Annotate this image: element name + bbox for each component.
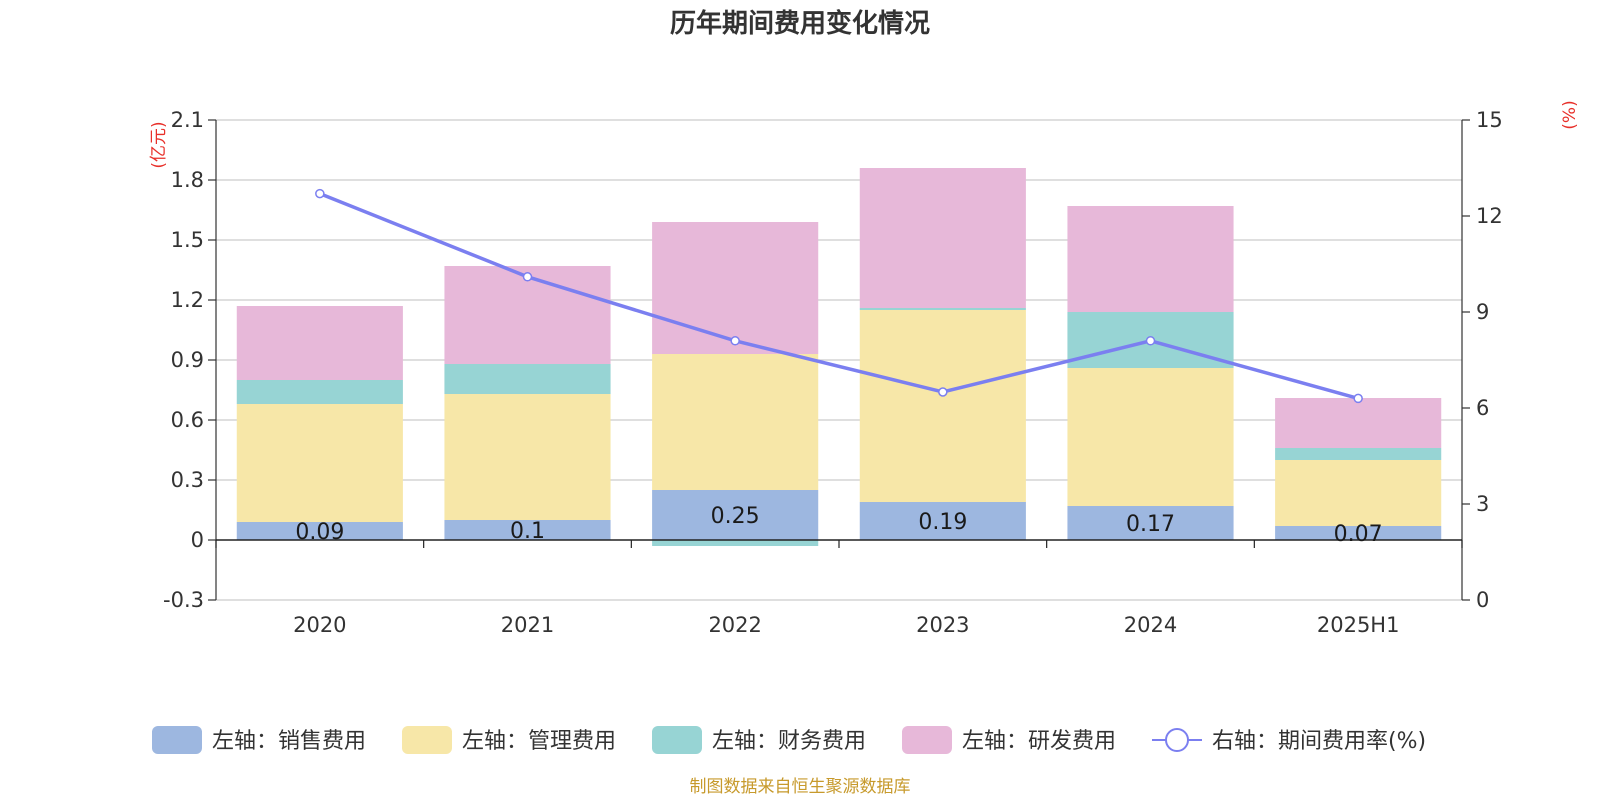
- data-label: 0.17: [1126, 512, 1175, 537]
- line-series: [315, 188, 1363, 404]
- x-tick-label: 2022: [708, 613, 761, 637]
- bar-2020-s2: [236, 380, 403, 404]
- line-point: [730, 336, 740, 346]
- bar-2025H1-s3: [1275, 398, 1442, 448]
- x-tick-label: 2020: [293, 613, 346, 637]
- data-label: 0.1: [510, 519, 545, 544]
- x-tick-label: 2025H1: [1317, 613, 1400, 637]
- legend-label: 左轴：销售费用: [212, 729, 366, 754]
- bar-2021-s1: [444, 394, 611, 520]
- bar-series: [236, 168, 1442, 546]
- line-point: [1145, 336, 1156, 346]
- line-rate: [319, 191, 1359, 401]
- bar-2024-s1: [1067, 368, 1234, 506]
- legend-label: 右轴：期间费用率(%): [1212, 729, 1426, 754]
- right-tick-label: 12: [1476, 204, 1503, 228]
- bar-2023-s0: [859, 502, 1026, 540]
- bar-2020-s0: [236, 522, 403, 540]
- legend-label: 左轴：财务费用: [712, 729, 866, 754]
- right-tick-label: 6: [1476, 396, 1489, 420]
- axes: 2.1 1.8 1.5 1.2 0.9 0.6 0.3 0 -0.3 15 12 9 6 3 0 2020 20…: [163, 108, 1503, 637]
- right-tick-label: 15: [1476, 108, 1503, 132]
- line-point: [938, 387, 948, 397]
- x-tick-label: 2023: [916, 613, 969, 637]
- legend-swatch: [652, 726, 702, 754]
- bar-2022-s3: [652, 222, 819, 354]
- legend-swatch: [152, 726, 202, 754]
- right-tick-label: 3: [1476, 492, 1489, 516]
- bar-2021-s2: [444, 364, 611, 394]
- bar-2025H1-s1: [1275, 460, 1442, 526]
- bar-2023-s3: [859, 168, 1026, 308]
- line-point: [1353, 393, 1363, 404]
- bar-2025H1-s2: [1275, 448, 1442, 460]
- left-tick-label: 0: [191, 528, 204, 552]
- bar-2021-s3: [444, 266, 611, 364]
- right-axis-unit: (%): [1560, 100, 1580, 129]
- data-label: 0.07: [1334, 522, 1383, 547]
- right-tick-label: 0: [1476, 588, 1489, 612]
- bar-2022-s0: [652, 490, 819, 540]
- bar-2022-s2: [652, 540, 819, 546]
- legend-label: 左轴：管理费用: [462, 729, 616, 754]
- left-tick-label: 1.5: [171, 228, 204, 252]
- data-labels: 0.09 0.1 0.25 0.19 0.17 0.07: [295, 504, 1382, 547]
- legend-label: 左轴：研发费用: [962, 729, 1116, 754]
- bar-2022-s1: [652, 354, 819, 490]
- right-tick-label: 9: [1476, 300, 1489, 324]
- source-note: 制图数据来自恒生聚源数据库: [690, 777, 911, 797]
- gridlines: [216, 119, 1462, 601]
- bar-2025H1-s0: [1275, 526, 1442, 540]
- left-tick-label: 1.8: [171, 168, 204, 192]
- chart-title: 历年期间费用变化情况: [670, 8, 930, 39]
- bar-2020-s1: [236, 404, 403, 522]
- x-tick-label: 2024: [1124, 613, 1177, 637]
- legend-swatch: [402, 726, 452, 754]
- x-tick-label: 2021: [501, 613, 554, 637]
- data-label: 0.19: [918, 510, 967, 535]
- bar-2024-s3: [1067, 206, 1234, 312]
- legend-marker: [1165, 728, 1189, 752]
- bar-2023-s2: [859, 308, 1026, 310]
- left-tick-label: 2.1: [171, 108, 204, 132]
- left-tick-label: -0.3: [163, 588, 204, 612]
- data-label: 0.09: [295, 520, 344, 545]
- left-axis-unit: (亿元): [149, 121, 169, 168]
- bar-2024-s0: [1067, 506, 1234, 540]
- line-point: [315, 188, 325, 199]
- left-tick-label: 0.9: [171, 348, 204, 372]
- line-point: [522, 272, 533, 282]
- legend-swatch: [902, 726, 952, 754]
- data-label: 0.25: [711, 504, 760, 529]
- left-tick-label: 0.3: [171, 468, 204, 492]
- bar-2023-s1: [859, 310, 1026, 502]
- left-tick-label: 1.2: [171, 288, 204, 312]
- legend: 左轴：销售费用 左轴：管理费用 左轴：财务费用 左轴：研发费用 右轴：期间费用率(%): [152, 726, 1426, 754]
- bar-2020-s3: [236, 306, 403, 380]
- bar-2021-s0: [444, 520, 611, 540]
- left-tick-label: 0.6: [171, 408, 204, 432]
